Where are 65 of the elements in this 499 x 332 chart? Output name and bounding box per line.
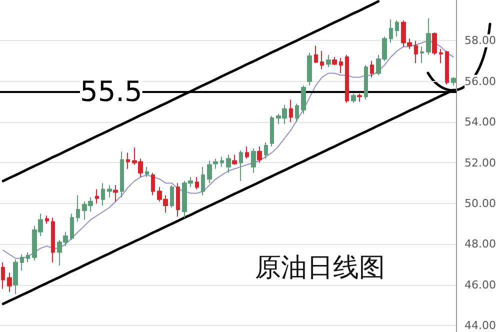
candlestick [245, 146, 249, 160]
candlestick [232, 154, 237, 166]
candlestick [151, 172, 155, 196]
candlestick [270, 115, 274, 147]
candlestick [113, 184, 118, 202]
candlestick [195, 176, 199, 190]
candlestick [432, 32, 437, 56]
candlestick [370, 60, 374, 78]
candlestick [345, 54, 349, 104]
candlestick [45, 215, 49, 224]
candlestick [13, 258, 18, 294]
candlestick [126, 152, 130, 170]
candlestick [20, 254, 24, 272]
candlestick [101, 182, 105, 206]
candlestick [170, 184, 174, 208]
candlestick [420, 46, 424, 64]
candlestick [95, 188, 99, 204]
candlestick [220, 156, 224, 168]
candlestick [289, 99, 293, 123]
candlestick [332, 56, 337, 66]
candlestick [7, 272, 12, 292]
candlestick [451, 76, 456, 86]
candlestick [301, 84, 306, 114]
candlestick [70, 213, 74, 241]
candlestick [307, 52, 312, 86]
y-tick-label: 52.00 [464, 156, 496, 170]
candlestick [51, 217, 55, 263]
candlestick [239, 150, 243, 182]
candlestick [120, 151, 124, 198]
candlestick [339, 57, 343, 74]
candlestick [395, 20, 399, 38]
candlestick [320, 50, 324, 70]
candlestick [389, 18, 393, 44]
candlestick [251, 148, 256, 174]
candlestick [213, 158, 218, 170]
candlestick [357, 93, 362, 102]
text: 原油日线图 [255, 253, 385, 283]
candlestick [351, 93, 356, 104]
candlestick [226, 154, 231, 174]
candlestick [107, 184, 112, 198]
candlestick [145, 166, 149, 178]
candlestick [364, 64, 368, 100]
candlestick [176, 182, 180, 218]
y-tick-label: 54.00 [464, 116, 496, 129]
y-tick-label: 44.00 [464, 319, 496, 332]
candlestick [257, 146, 262, 164]
candlestick [201, 166, 205, 196]
candlestick [295, 103, 299, 123]
candlestick [26, 252, 30, 263]
candlestick [207, 160, 212, 184]
y-tick-label: 50.00 [464, 196, 496, 210]
candlestick [1, 262, 5, 290]
candlestick [264, 142, 268, 160]
candlestick [445, 50, 449, 85]
candlestick [426, 18, 431, 56]
candlestick [439, 48, 443, 64]
candlestick [76, 194, 80, 222]
y-tick-label: 48.00 [464, 238, 496, 251]
y-tick-label: 58.00 [464, 34, 496, 48]
candlestick [314, 45, 318, 64]
candlestick [414, 40, 418, 64]
y-tick-label: 56.00 [464, 74, 496, 88]
y-tick-label: 46.00 [464, 278, 496, 292]
candlestick [326, 54, 331, 68]
ref-line-label: 55.5 [80, 75, 142, 108]
